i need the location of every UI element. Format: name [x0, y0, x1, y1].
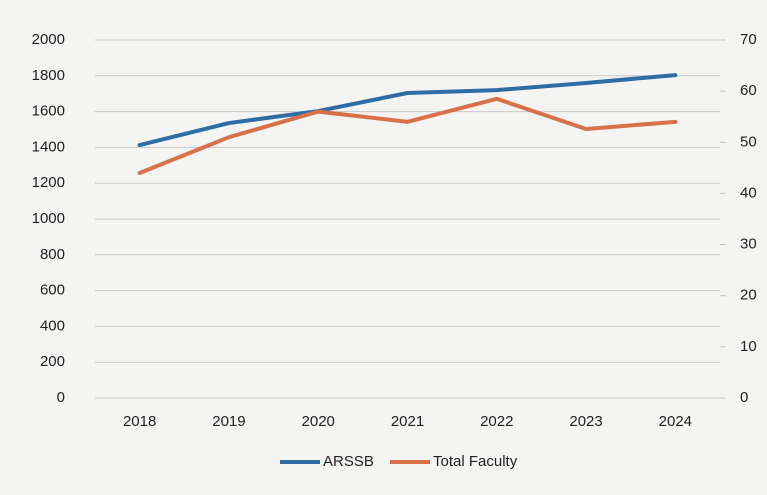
- y-tick-label: 1800: [32, 67, 65, 84]
- y-tick-label: 1400: [32, 138, 65, 155]
- x-tick-label: 2020: [302, 413, 335, 430]
- x-tick-label: 2024: [659, 413, 692, 430]
- y-tick-label: 800: [40, 246, 65, 263]
- y2-tick-label: 40: [740, 184, 757, 201]
- x-tick-label: 2021: [391, 413, 424, 430]
- y-tick-label: 2000: [32, 31, 65, 48]
- y-tick-label: 1600: [32, 103, 65, 120]
- y2-tick-label: 50: [740, 133, 757, 150]
- x-tick-label: 2019: [212, 413, 245, 430]
- y2-tick-label: 0: [740, 389, 748, 406]
- x-tick-label: 2018: [123, 413, 156, 430]
- x-tick-label: 2023: [569, 413, 602, 430]
- y2-tick-label: 30: [740, 236, 757, 253]
- series-line: [137, 73, 678, 148]
- y-tick-label: 200: [40, 353, 65, 370]
- y2-tick-label: 20: [740, 287, 757, 304]
- y2-tick-label: 10: [740, 338, 757, 355]
- y-tick-label: 600: [40, 282, 65, 299]
- y-tick-label: 400: [40, 317, 65, 334]
- y-tick-label: 1000: [32, 210, 65, 227]
- y-tick-label: 0: [57, 389, 65, 406]
- series-line: [137, 96, 678, 175]
- legend-label: Total Faculty: [433, 453, 518, 470]
- legend-label: ARSSB: [323, 453, 374, 470]
- y2-tick-label: 70: [740, 31, 757, 48]
- y-tick-label: 1200: [32, 174, 65, 191]
- y2-tick-label: 60: [740, 82, 757, 99]
- x-tick-label: 2022: [480, 413, 513, 430]
